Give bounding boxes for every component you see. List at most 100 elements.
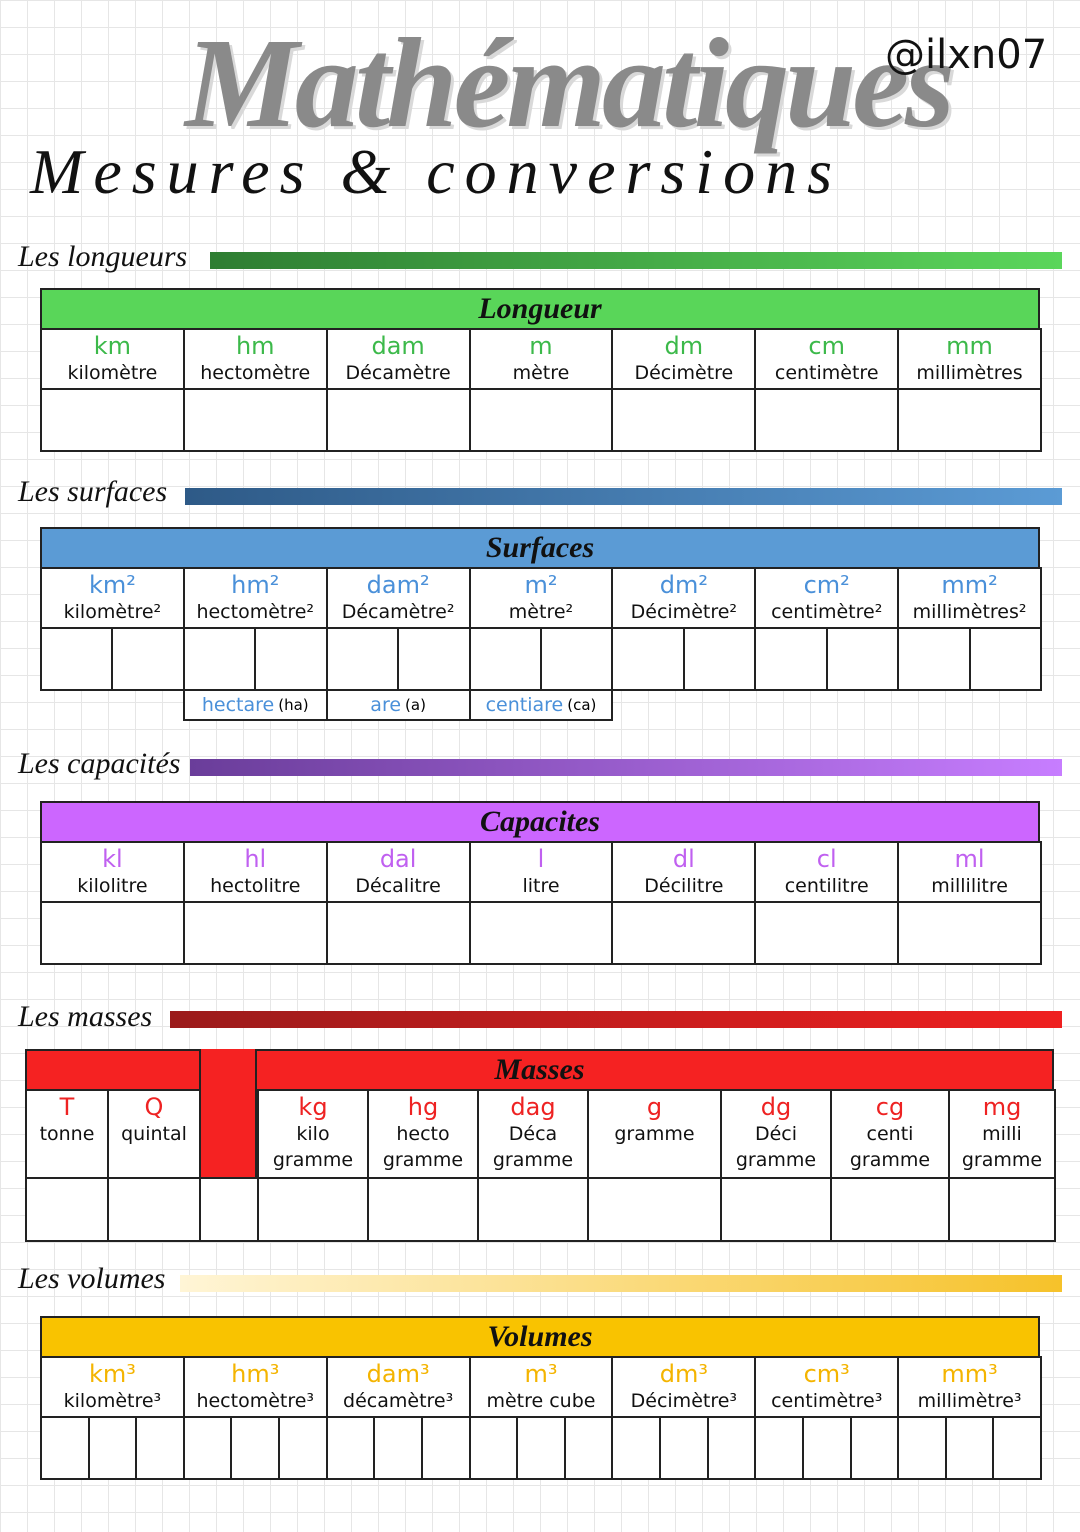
extra-cell: are (a) [325, 689, 471, 721]
unit-name: centilitre [784, 875, 869, 897]
unit-cell: dal Décalitre [325, 841, 471, 903]
empty-cell [367, 1177, 479, 1242]
unit-cell: dag Déca gramme [477, 1089, 589, 1179]
empty-cell [587, 1177, 722, 1242]
empty-cell [659, 1416, 709, 1480]
empty-cell [948, 1177, 1056, 1242]
unit: hm² [231, 571, 280, 599]
unit: cl [816, 845, 837, 873]
empty-cell [40, 1416, 90, 1480]
unit: dal [379, 845, 417, 873]
unit-name: quintal [121, 1123, 187, 1145]
unit-name: Décimètre³ [630, 1390, 738, 1412]
empty-cell [135, 1416, 185, 1480]
empty-cell [182, 388, 328, 452]
unit-name: Décamètre [345, 362, 451, 384]
unit-cell: dm³ Décimètre³ [611, 1356, 757, 1418]
unit: m³ [524, 1360, 558, 1388]
unit-cell: hg hecto gramme [367, 1089, 479, 1179]
empty-cell [325, 901, 471, 965]
unit: l [537, 845, 545, 873]
unit: hm³ [231, 1360, 280, 1388]
unit-name: Déca gramme [492, 1123, 574, 1171]
section-heading: Les masses [18, 1000, 153, 1033]
empty-cell [897, 901, 1042, 965]
unit: kl [102, 845, 123, 873]
unit: ml [954, 845, 985, 873]
extra-name: centiare [485, 694, 564, 716]
empty-cell [682, 627, 757, 691]
unit: mm³ [941, 1360, 998, 1388]
unit: Q [144, 1093, 164, 1121]
empty-cell [325, 627, 400, 691]
unit: dm [664, 332, 704, 360]
unit-cell: hl hectolitre [182, 841, 328, 903]
unit-cell: g gramme [587, 1089, 722, 1179]
unit-name: hectomètre [200, 362, 311, 384]
empty-cell [40, 627, 114, 691]
table-title: Capacites [40, 801, 1040, 843]
unit: cg [875, 1093, 905, 1121]
unit: cm² [803, 571, 850, 599]
table-title: Volumes [40, 1316, 1040, 1358]
unit-cell: mm millimètres [897, 328, 1042, 390]
empty-cell [897, 1416, 947, 1480]
unit-cell: dm² Décimètre² [611, 567, 757, 629]
red-block [199, 1049, 257, 1179]
extra-name: hectare [201, 694, 275, 716]
empty-cell [897, 388, 1042, 452]
unit-cell: km³ kilomètre³ [40, 1356, 185, 1418]
unit: dam² [366, 571, 430, 599]
unit-cell: m mètre [468, 328, 614, 390]
empty-cell [968, 627, 1042, 691]
title: Mathématiques [185, 12, 955, 154]
unit-cell: cm centimètre [754, 328, 900, 390]
unit-cell: mg milli gramme [948, 1089, 1056, 1179]
empty-cell [563, 1416, 614, 1480]
subtitle: Mesures & conversions [30, 136, 842, 207]
unit: hg [407, 1093, 439, 1121]
unit-name: mètre² [508, 601, 574, 623]
empty-cell [325, 388, 471, 452]
empty-cell [516, 1416, 566, 1480]
empty-cell [611, 1416, 662, 1480]
unit-cell: cg centi gramme [830, 1089, 950, 1179]
extra-cell: centiare (ca) [468, 689, 614, 721]
unit-name: hectolitre [210, 875, 301, 897]
unit: hl [244, 845, 267, 873]
extra-abbr: (a) [405, 696, 426, 714]
unit: dam [371, 332, 425, 360]
unit-name: mètre cube [486, 1390, 596, 1412]
empty-cell [611, 627, 685, 691]
unit-cell: km kilomètre [40, 328, 185, 390]
unit-cell: ml millilitre [897, 841, 1042, 903]
empty-cell [87, 1416, 138, 1480]
empty-cell [40, 388, 185, 452]
unit-cell: mm³ millimètre³ [897, 1356, 1042, 1418]
empty-cell [754, 627, 828, 691]
unit-name: centimètre² [771, 601, 883, 623]
unit-cell: l litre [468, 841, 614, 903]
table-title: Masses [25, 1049, 1054, 1091]
extra-cell: hectare (ha) [182, 689, 328, 721]
unit: dl [672, 845, 695, 873]
unit-name: milli gramme [961, 1123, 1043, 1171]
heading-bar [190, 759, 1062, 776]
unit-cell: dg Déci gramme [720, 1089, 832, 1179]
unit-cell: kg kilo gramme [257, 1089, 369, 1179]
empty-cell [944, 1416, 995, 1480]
unit-name: kilomètre³ [63, 1390, 162, 1412]
unit: g [646, 1093, 663, 1121]
empty-cell [257, 1177, 369, 1242]
unit: km² [88, 571, 136, 599]
empty-cell [468, 901, 614, 965]
unit: mm [946, 332, 993, 360]
unit-name: kilomètre [67, 362, 158, 384]
unit: dm³ [659, 1360, 708, 1388]
unit-name: millimètre³ [917, 1390, 1022, 1412]
heading-bar [170, 1011, 1062, 1028]
empty-cell [182, 901, 328, 965]
unit-cell: m³ mètre cube [468, 1356, 614, 1418]
unit-name: Décilitre [644, 875, 724, 897]
